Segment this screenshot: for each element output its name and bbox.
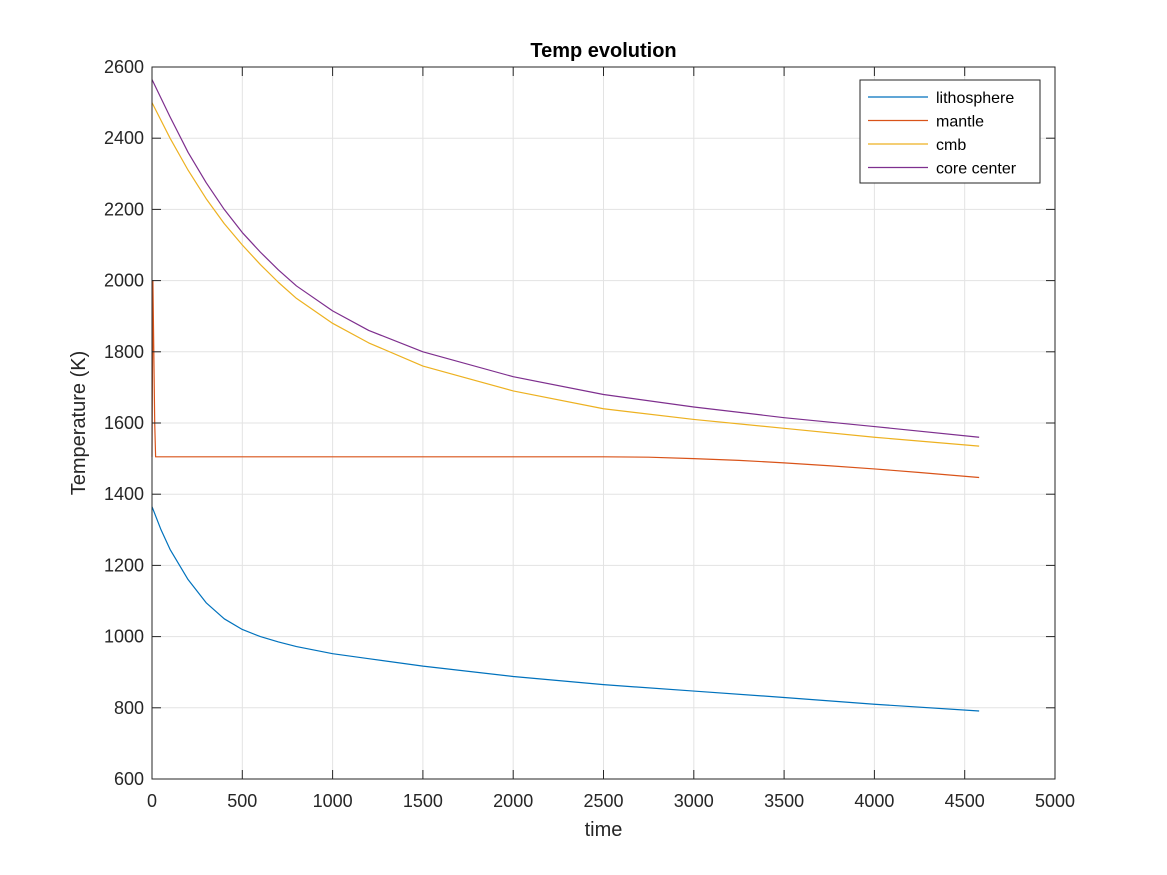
- x-tick-label: 1500: [403, 791, 443, 811]
- y-tick-label: 800: [114, 698, 144, 718]
- legend-label: lithosphere: [936, 90, 1014, 107]
- y-tick-labels: 600 800 1000 1200 1400 1600 1800 2000 2200 2400 26…: [104, 57, 144, 789]
- x-tick-label: 3500: [764, 791, 804, 811]
- x-tick-label: 2500: [583, 791, 623, 811]
- legend-entries: lithosphere mantle cmb core center: [868, 90, 1017, 178]
- axis-ticks: [151, 66, 1056, 780]
- y-tick-label: 2400: [104, 128, 144, 148]
- legend-item[interactable]: mantle: [868, 114, 984, 131]
- series-line-lithosphere: [151, 506, 980, 712]
- x-tick-label: 0: [147, 791, 157, 811]
- y-tick-label: 2600: [104, 57, 144, 77]
- x-axis-title: time: [585, 819, 623, 841]
- series-line-core-center: [151, 79, 980, 438]
- legend-item[interactable]: core center: [868, 161, 1017, 178]
- chart-title: Temp evolution: [530, 40, 676, 62]
- y-tick-label: 2200: [104, 199, 144, 219]
- y-tick-label: 2000: [104, 271, 144, 291]
- x-tick-label: 500: [227, 791, 257, 811]
- x-tick-label: 3000: [674, 791, 714, 811]
- series-line-mantle: [151, 280, 980, 479]
- y-tick-label: 1600: [104, 413, 144, 433]
- series-lines: [151, 79, 980, 712]
- y-tick-label: 1000: [104, 627, 144, 647]
- legend-label: core center: [936, 161, 1017, 178]
- y-tick-label: 1400: [104, 484, 144, 504]
- legend-label: cmb: [936, 137, 966, 154]
- x-tick-label: 1000: [313, 791, 353, 811]
- x-tick-label: 2000: [493, 791, 533, 811]
- legend[interactable]: lithosphere mantle cmb core center: [859, 79, 1041, 184]
- series-line-cmb: [151, 102, 980, 447]
- x-tick-label: 5000: [1035, 791, 1075, 811]
- y-tick-label: 1200: [104, 555, 144, 575]
- legend-item[interactable]: cmb: [868, 137, 966, 154]
- legend-label: mantle: [936, 114, 984, 131]
- y-tick-label: 600: [114, 769, 144, 789]
- y-tick-label: 1800: [104, 342, 144, 362]
- x-tick-labels: 0 500 1000 1500 2000 2500 3000 3500 4000 4500 5000: [147, 791, 1075, 811]
- y-axis-title: Temperature (K): [68, 351, 90, 496]
- x-tick-label: 4000: [854, 791, 894, 811]
- legend-item[interactable]: lithosphere: [868, 90, 1014, 107]
- x-tick-label: 4500: [945, 791, 985, 811]
